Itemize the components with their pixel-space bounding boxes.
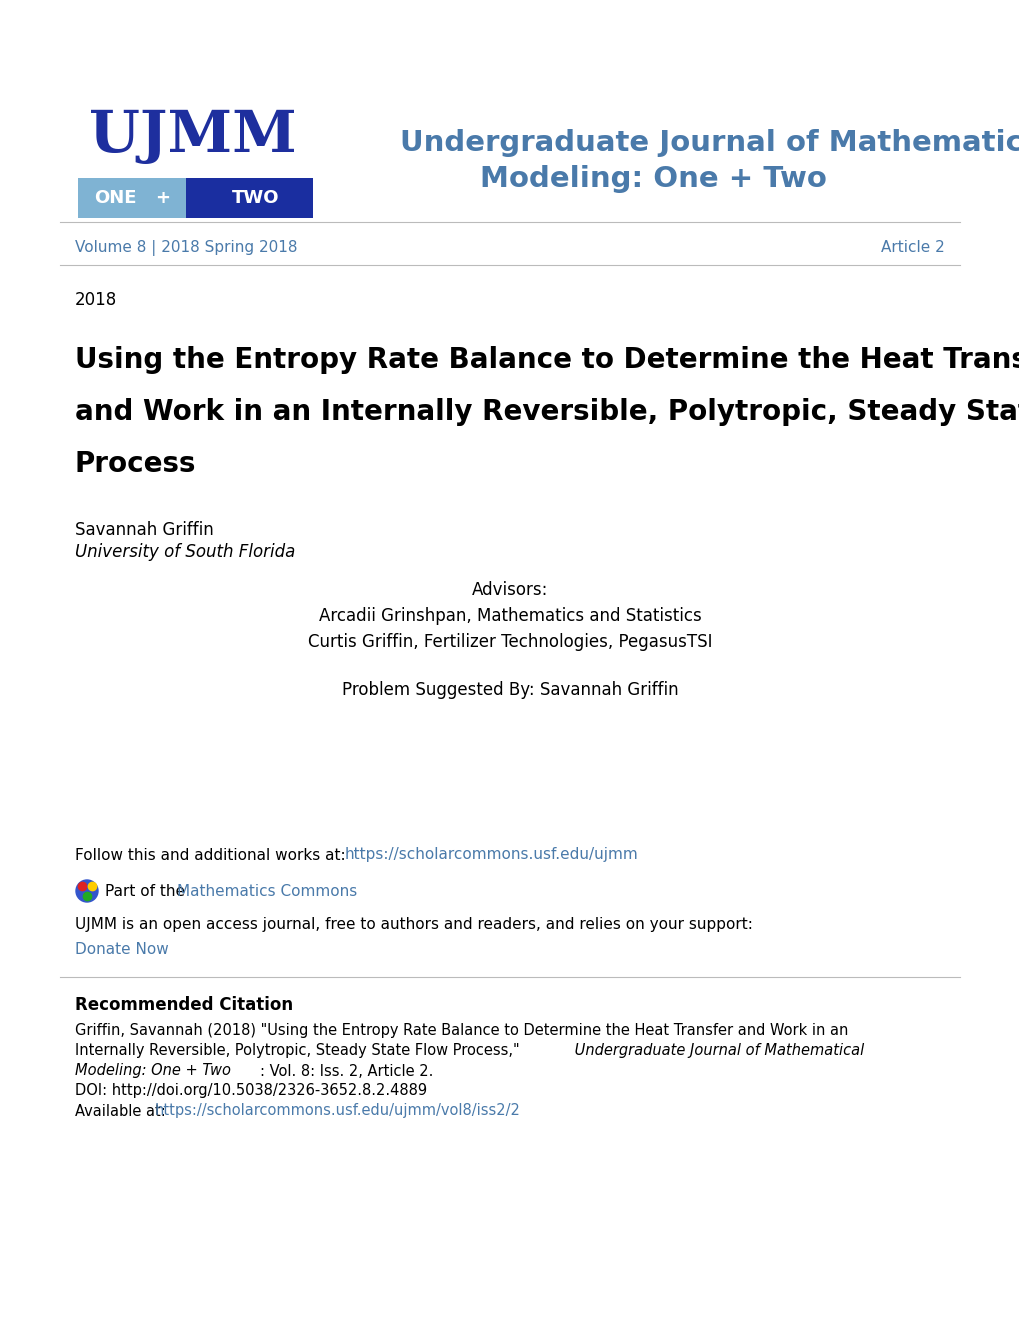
Text: Donate Now: Donate Now bbox=[75, 941, 168, 957]
Text: 2018: 2018 bbox=[75, 290, 117, 309]
Text: TWO: TWO bbox=[232, 189, 279, 207]
Text: Article 2: Article 2 bbox=[880, 240, 944, 256]
Text: Using the Entropy Rate Balance to Determine the Heat Transfer: Using the Entropy Rate Balance to Determ… bbox=[75, 346, 1019, 374]
Text: DOI: http://doi.org/10.5038/2326-3652.8.2.4889: DOI: http://doi.org/10.5038/2326-3652.8.… bbox=[75, 1084, 427, 1098]
Text: UJMM is an open access journal, free to authors and readers, and relies on your : UJMM is an open access journal, free to … bbox=[75, 917, 752, 932]
Text: Internally Reversible, Polytropic, Steady State Flow Process,": Internally Reversible, Polytropic, Stead… bbox=[75, 1044, 519, 1059]
Text: https://scholarcommons.usf.edu/ujmm: https://scholarcommons.usf.edu/ujmm bbox=[344, 847, 638, 862]
Text: Process: Process bbox=[75, 450, 197, 478]
Text: Undergraduate Journal of Mathematical: Undergraduate Journal of Mathematical bbox=[399, 129, 1019, 157]
Text: ONE: ONE bbox=[95, 189, 137, 207]
Text: Modeling: One + Two: Modeling: One + Two bbox=[75, 1064, 230, 1078]
Text: Mathematics Commons: Mathematics Commons bbox=[177, 883, 357, 899]
Text: and Work in an Internally Reversible, Polytropic, Steady State Flow: and Work in an Internally Reversible, Po… bbox=[75, 399, 1019, 426]
Circle shape bbox=[76, 880, 98, 902]
Text: Savannah Griffin: Savannah Griffin bbox=[75, 521, 214, 539]
Text: Curtis Griffin, Fertilizer Technologies, PegasusTSI: Curtis Griffin, Fertilizer Technologies,… bbox=[308, 634, 711, 651]
Text: Follow this and additional works at:: Follow this and additional works at: bbox=[75, 847, 351, 862]
Text: Modeling: One + Two: Modeling: One + Two bbox=[480, 165, 826, 193]
Text: +: + bbox=[155, 189, 169, 207]
Text: https://scholarcommons.usf.edu/ujmm/vol8/iss2/2: https://scholarcommons.usf.edu/ujmm/vol8… bbox=[155, 1104, 521, 1118]
Text: Problem Suggested By: Savannah Griffin: Problem Suggested By: Savannah Griffin bbox=[341, 681, 678, 700]
Text: Part of the: Part of the bbox=[105, 883, 190, 899]
Text: Arcadii Grinshpan, Mathematics and Statistics: Arcadii Grinshpan, Mathematics and Stati… bbox=[318, 607, 701, 624]
Text: Recommended Citation: Recommended Citation bbox=[75, 997, 292, 1014]
Text: Griffin, Savannah (2018) "Using the Entropy Rate Balance to Determine the Heat T: Griffin, Savannah (2018) "Using the Entr… bbox=[75, 1023, 848, 1039]
Bar bbox=[77, 178, 185, 218]
Text: : Vol. 8: Iss. 2, Article 2.: : Vol. 8: Iss. 2, Article 2. bbox=[260, 1064, 433, 1078]
Text: University of South Florida: University of South Florida bbox=[75, 543, 296, 561]
Text: Undergraduate Journal of Mathematical: Undergraduate Journal of Mathematical bbox=[570, 1044, 863, 1059]
Bar bbox=[185, 178, 313, 218]
Text: Advisors:: Advisors: bbox=[472, 581, 547, 599]
Text: UJMM: UJMM bbox=[89, 108, 297, 164]
Text: Volume 8 | 2018 Spring 2018: Volume 8 | 2018 Spring 2018 bbox=[75, 240, 298, 256]
Text: Available at:: Available at: bbox=[75, 1104, 170, 1118]
